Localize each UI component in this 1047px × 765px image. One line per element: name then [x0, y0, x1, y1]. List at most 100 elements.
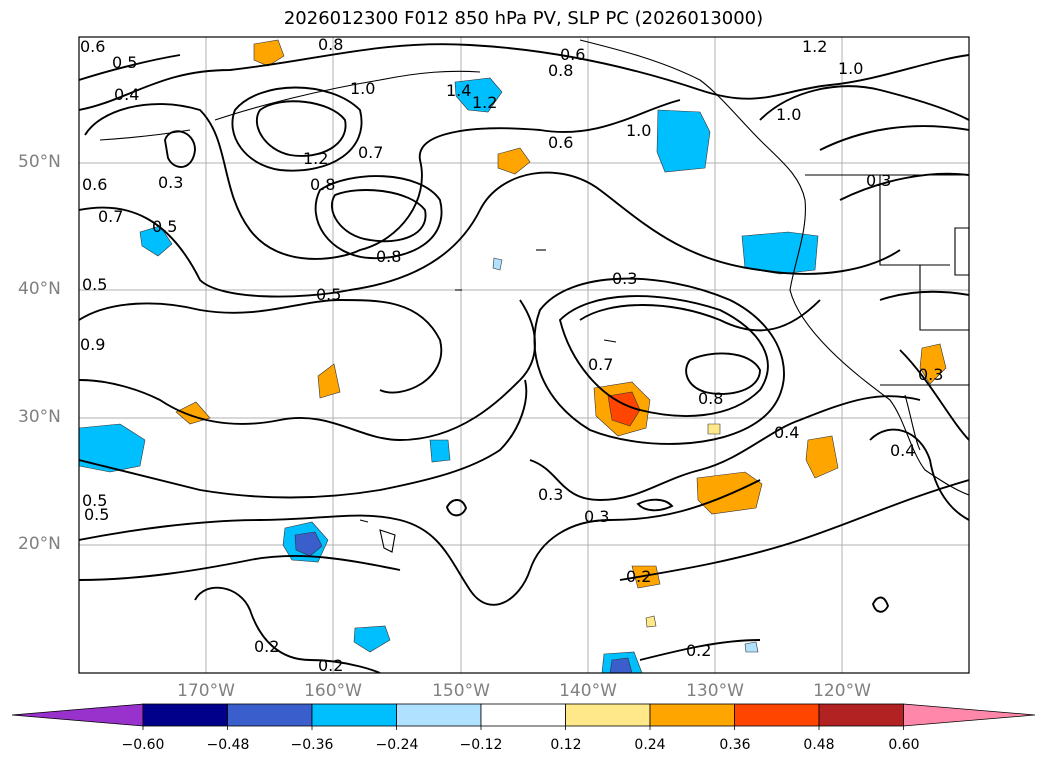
contour-line — [231, 86, 363, 172]
lat-tick-label: 50°N — [18, 152, 61, 172]
colorbar-tick-label: 0.12 — [550, 737, 582, 753]
lon-tick-label: 130°W — [686, 681, 744, 701]
pv-positive-area — [696, 471, 763, 515]
colorbar-segment — [818, 703, 904, 727]
contour-line — [529, 395, 921, 501]
pv-negative-area — [353, 625, 391, 653]
contour-label: 0.5 — [152, 217, 177, 236]
colorbar-segment — [311, 703, 397, 727]
contour-label: 0.2 — [626, 567, 651, 586]
contour-label: 0.3 — [584, 507, 609, 526]
contour-label: 0.9 — [80, 335, 105, 354]
contour-line — [79, 554, 401, 581]
lon-tick-label: 160°W — [304, 681, 362, 701]
gridlines — [79, 37, 969, 673]
contour-label: 1.0 — [838, 59, 863, 78]
pv-negative-area — [741, 231, 819, 275]
contour-label: 0.6 — [82, 175, 107, 194]
contour-line — [558, 295, 769, 417]
lat-tick-label: 30°N — [18, 407, 61, 427]
contour-label: 0.7 — [588, 355, 613, 374]
contour-label: 0.3 — [538, 485, 563, 504]
colorbar-segment — [142, 703, 228, 727]
lon-tick-label: 150°W — [432, 681, 490, 701]
colorbar-tick-label: −0.60 — [121, 737, 165, 753]
map-area: 0.6 0.5 0.4 0.8 1.0 1.4 1.2 0.6 0.8 1.2 … — [79, 35, 969, 675]
contour-line — [79, 479, 761, 606]
contour-label: 1.0 — [350, 79, 375, 98]
contour-line — [869, 428, 969, 521]
contour-line — [79, 43, 969, 111]
contour-label: 0.8 — [318, 35, 343, 54]
contour-label: 0.4 — [774, 423, 799, 442]
pv-positive-area — [631, 565, 661, 589]
colorbar-segment — [903, 703, 1036, 727]
pv-negative-area — [294, 531, 323, 557]
contour-line — [879, 290, 969, 301]
contour-line — [685, 352, 761, 395]
contour-line — [445, 499, 468, 517]
lon-tick-label: 140°W — [559, 681, 617, 701]
contour-line — [84, 99, 681, 260]
contour-label: 0.7 — [358, 143, 383, 162]
contour-label: 1.0 — [626, 121, 651, 140]
contour-label: 0.7 — [98, 207, 123, 226]
contour-label: 0.5 — [82, 491, 107, 510]
contour-label: 0.8 — [376, 247, 401, 266]
contour-label: 0.6 — [548, 133, 573, 152]
contour-line — [194, 586, 381, 673]
lat-tick-label: 40°N — [18, 279, 61, 299]
colorbar-tick-label: −0.48 — [206, 737, 250, 753]
contour-label: 1.0 — [776, 105, 801, 124]
colorbar-tick-label: −0.12 — [459, 737, 503, 753]
contour-label: 0.8 — [698, 389, 723, 408]
colorbar-segment — [734, 703, 820, 727]
contour-line — [255, 100, 347, 157]
pv-negative-area — [656, 109, 711, 173]
contour-line — [79, 379, 528, 499]
coastlines — [99, 39, 969, 553]
contour-label: 0.4 — [890, 441, 915, 460]
pv-negative-area — [609, 657, 633, 673]
contour-line — [79, 171, 901, 298]
colorbar-segment — [11, 703, 144, 727]
contour-label: 0.8 — [548, 61, 573, 80]
contour-line — [164, 130, 196, 168]
colorbar-tick-label: 0.36 — [719, 737, 751, 753]
contour-labels: 0.6 0.5 0.4 0.8 1.0 1.4 1.2 0.6 0.8 1.2 … — [80, 35, 943, 675]
pv-negative-area — [79, 423, 146, 473]
colorbar-tick-label: −0.36 — [290, 737, 334, 753]
contour-label: 0.5 — [316, 285, 341, 304]
colorbar-segment — [396, 703, 482, 727]
colorbar-tick-label: 0.24 — [634, 737, 666, 753]
lon-tick-label: 170°W — [177, 681, 235, 701]
contour-line — [839, 172, 969, 201]
colorbar-tick-label: 0.60 — [888, 737, 920, 753]
slp-contours — [79, 43, 969, 673]
pv-negative-area — [454, 77, 503, 113]
pv-positive-area — [707, 423, 721, 435]
contour-line — [330, 189, 427, 243]
contour-label: 0.5 — [112, 53, 137, 72]
pv-negative-area — [429, 439, 451, 463]
map-frame — [78, 36, 970, 674]
contour-line — [639, 639, 761, 661]
contour-label: 0.3 — [866, 171, 891, 190]
pv-negative-area — [744, 641, 759, 653]
pv-positive-area — [645, 615, 657, 628]
pv-positive-area — [919, 343, 947, 385]
colorbar-segment — [565, 703, 651, 727]
pv-positive-area — [253, 39, 285, 67]
contour-label: 0.2 — [318, 656, 343, 675]
colorbar-segment — [649, 703, 735, 727]
colorbar-tick-label: −0.24 — [375, 737, 419, 753]
contour-label: 0.5 — [82, 275, 107, 294]
pv-negative-area — [492, 257, 503, 271]
contour-label: 1.2 — [303, 149, 328, 168]
contour-label: 0.3 — [918, 365, 943, 384]
pv-positive-area — [317, 363, 341, 399]
colorbar — [11, 703, 1036, 730]
contour-line — [899, 349, 969, 441]
contour-label: 0.5 — [84, 505, 109, 524]
colorbar-segment — [480, 703, 566, 727]
